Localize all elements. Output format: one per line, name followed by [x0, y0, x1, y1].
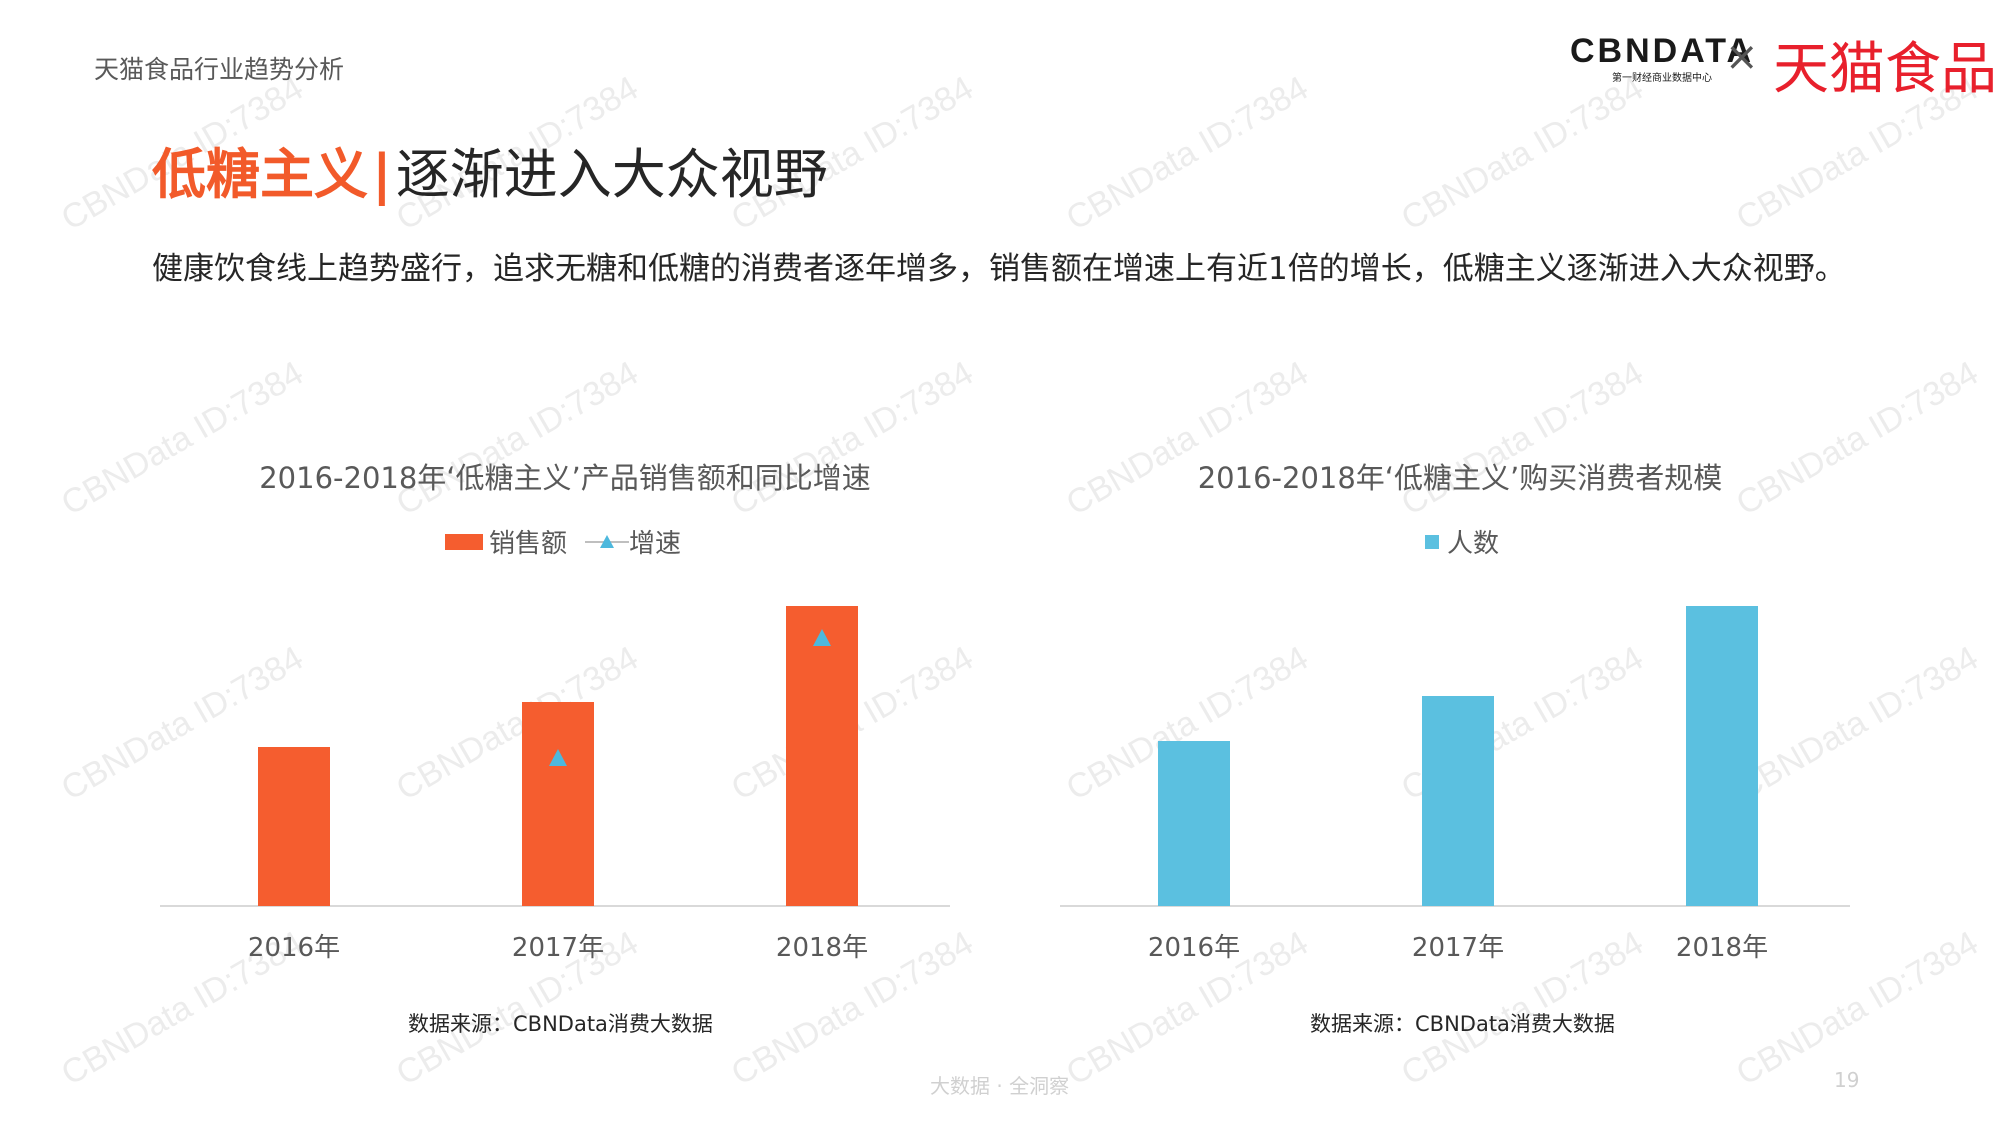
page-heading: 低糖主义|逐渐进入大众视野 [152, 130, 828, 209]
x-tick-label: 2018年 [1676, 933, 1768, 963]
watermark-text: CBNData ID:7384 [725, 353, 980, 523]
chart-title-sales: 2016-2018年‘低糖主义’产品销售额和同比增速 [259, 461, 871, 495]
legend-swatch-people [1425, 534, 1439, 549]
legend-label-growth: 增速 [629, 529, 682, 559]
collab-times-icon: × [1725, 34, 1759, 80]
legend-item-sales: 销售额 [445, 523, 567, 560]
chart-title-consumers: 2016-2018年‘低糖主义’购买消费者规模 [1197, 461, 1723, 495]
cbndata-logo: CBNDATA 第一财经商业数据中心 [1570, 32, 1754, 84]
heading-accent: 低糖主义 [152, 143, 368, 206]
footer-tagline: 大数据 · 全洞察 [930, 1074, 1070, 1098]
legend-label-sales: 销售额 [489, 529, 568, 559]
watermark-text: CBNData ID:7384 [1395, 68, 1650, 238]
legend-swatch-growth [585, 534, 630, 548]
cbndata-logo-subtitle: 第一财经商业数据中心 [1612, 73, 1713, 84]
watermark-text: CBNData ID:7384 [1060, 68, 1315, 238]
watermark-text: CBNData ID:7384 [390, 353, 645, 523]
watermark-text: CBNData ID:7384 [1730, 353, 1985, 523]
tmall-food-logo: 天猫食品 [1773, 37, 1997, 102]
consumer-bar-chart: 2016年 2017年 2018年 [1060, 606, 1850, 963]
heading-separator: | [372, 143, 392, 206]
watermark-text: CBNData ID:7384 [1395, 353, 1650, 523]
legend-consumers: 人数 [1425, 523, 1517, 560]
heading-rest: 逐渐进入大众视野 [395, 143, 828, 206]
legend-item-people: 人数 [1425, 523, 1499, 560]
watermark-text: CBNData ID:7384 [1060, 353, 1315, 523]
intro-paragraph: 健康饮食线上趋势盛行，追求无糖和低糖的消费者逐年增多，销售额在增速上有近1倍的增… [152, 251, 1846, 287]
bar-2018年 [1686, 606, 1758, 906]
x-tick-label: 2016年 [1148, 933, 1240, 963]
legend-item-growth: 增速 [585, 523, 681, 560]
source-note-consumers: 数据来源：CBNData消费大数据 [1310, 1012, 1615, 1036]
x-tick-label: 2018年 [776, 933, 868, 963]
bar-2017年 [1422, 696, 1494, 906]
bar-2016年 [258, 747, 330, 906]
legend-swatch-sales [445, 533, 483, 550]
x-tick-label: 2017年 [1412, 933, 1504, 963]
growth-marker-2017年 [549, 749, 567, 766]
bar-2016年 [1158, 741, 1230, 906]
sales-bar-chart: 2016年 2017年 2018年 [160, 606, 950, 963]
watermark-text: CBNData ID:7384 [55, 353, 310, 523]
x-tick-label: 2017年 [512, 933, 604, 963]
legend-sales: 销售额 增速 [445, 523, 699, 560]
report-title: 天猫食品行业趋势分析 [94, 55, 345, 84]
source-note-sales: 数据来源：CBNData消费大数据 [408, 1012, 713, 1036]
growth-marker-2018年 [813, 629, 831, 646]
x-tick-label: 2016年 [248, 933, 340, 963]
cbndata-logo-text: CBNDATA [1570, 32, 1755, 70]
bar-2018年 [786, 606, 858, 906]
bar-2017年 [522, 702, 594, 906]
page-number: 19 [1834, 1068, 1860, 1092]
legend-label-people: 人数 [1447, 529, 1500, 559]
